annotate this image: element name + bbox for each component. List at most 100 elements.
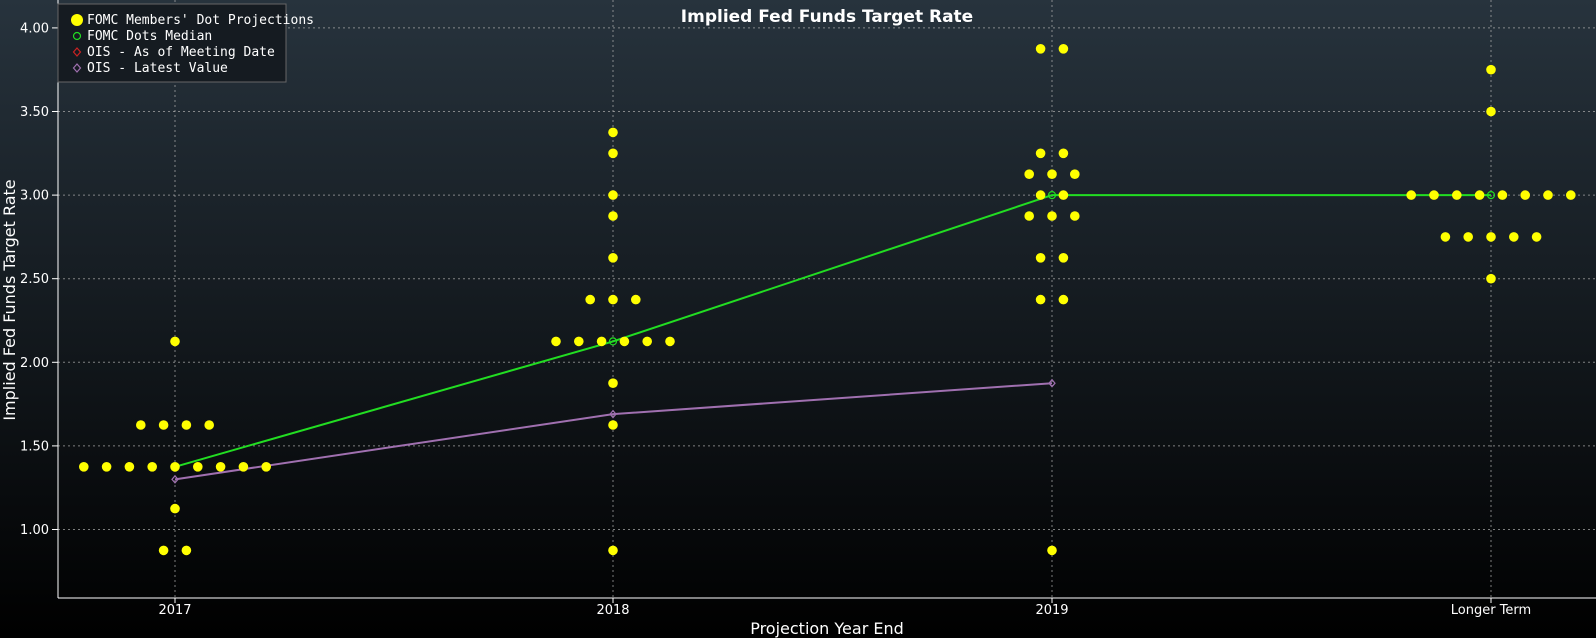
axes: 1.00 1.50 2.00 2.50 3.00 3.50 4.00 2017 2018 2019… bbox=[20, 0, 1596, 618]
dot-projection bbox=[181, 545, 192, 556]
dot-projection bbox=[1035, 294, 1046, 305]
y-tick-label: 2.00 bbox=[20, 356, 49, 371]
chart-title: Implied Fed Funds Target Rate bbox=[681, 7, 973, 27]
dot-projection bbox=[1070, 169, 1080, 179]
dot-projection bbox=[79, 462, 89, 472]
dot-projection bbox=[1463, 232, 1473, 242]
dot-projection bbox=[608, 148, 618, 159]
dot-projection bbox=[1047, 169, 1057, 179]
dot-projection bbox=[1429, 190, 1439, 200]
dot-projection bbox=[631, 294, 641, 305]
dot-projection bbox=[1058, 44, 1069, 54]
y-tick-label: 3.00 bbox=[20, 189, 49, 204]
dot-projection bbox=[1058, 190, 1069, 200]
dot-projection bbox=[1474, 190, 1485, 200]
dot-projection bbox=[1520, 190, 1530, 200]
dot-projection bbox=[574, 336, 584, 347]
dot-projection bbox=[181, 420, 192, 430]
dot-projection bbox=[101, 462, 112, 472]
dot-projection bbox=[551, 336, 561, 347]
dot-projection bbox=[1058, 148, 1069, 159]
dot-projection bbox=[1035, 44, 1046, 54]
dot-projection bbox=[1024, 169, 1034, 179]
dot-projection bbox=[642, 336, 652, 347]
dot-projection bbox=[1452, 190, 1462, 200]
dot-projection bbox=[170, 462, 180, 472]
dot-projection bbox=[665, 336, 675, 347]
legend-marker-dots bbox=[71, 14, 83, 26]
dot-projection bbox=[1543, 190, 1553, 200]
dot-projection bbox=[596, 336, 607, 347]
dot-projection bbox=[136, 420, 146, 430]
legend-label-ois-latest: OIS - Latest Value bbox=[87, 61, 228, 76]
dot-projection bbox=[158, 420, 169, 430]
dot-projection bbox=[1047, 211, 1057, 221]
x-tick-label: 2018 bbox=[596, 603, 629, 618]
x-tick-label: 2019 bbox=[1035, 603, 1068, 618]
legend-marker-median bbox=[72, 31, 82, 41]
y-tick-label: 3.50 bbox=[20, 105, 49, 120]
dot-projection bbox=[1035, 190, 1046, 200]
x-axis-title: Projection Year End bbox=[750, 619, 904, 638]
legend: FOMC Members' Dot Projections FOMC Dots … bbox=[57, 3, 314, 83]
dot-projection bbox=[1058, 294, 1069, 305]
dot-projection bbox=[608, 252, 618, 263]
dot-projection bbox=[170, 336, 180, 347]
ois-latest-line-point bbox=[1048, 378, 1056, 388]
dot-projection bbox=[608, 378, 618, 389]
dot-projection bbox=[1070, 211, 1080, 221]
dot-projection bbox=[1058, 252, 1069, 263]
dot-projection bbox=[238, 462, 249, 472]
median-line-point bbox=[1047, 191, 1057, 200]
dot-projection bbox=[619, 336, 630, 347]
dot-projection bbox=[1486, 232, 1496, 242]
dot-projection bbox=[204, 420, 214, 430]
dot-projection bbox=[1486, 273, 1496, 284]
dot-projection bbox=[1035, 252, 1046, 263]
median-line-point bbox=[1486, 191, 1496, 200]
legend-label-dots: FOMC Members' Dot Projections bbox=[87, 13, 314, 28]
dot-projection bbox=[1509, 232, 1519, 242]
dot-projection bbox=[215, 462, 226, 472]
legend-box bbox=[57, 3, 287, 83]
dot-projection bbox=[608, 294, 618, 305]
x-tick-label: 2017 bbox=[158, 603, 191, 618]
dot-projection bbox=[585, 294, 595, 305]
dot-projection bbox=[158, 545, 169, 556]
legend-marker-ois-latest bbox=[72, 63, 82, 73]
dot-projection bbox=[608, 190, 618, 200]
ois-latest-line-point bbox=[171, 474, 179, 484]
dot-projection bbox=[608, 420, 618, 430]
dot-projection bbox=[1497, 190, 1508, 200]
dot-projection bbox=[261, 462, 272, 472]
y-tick-label: 1.00 bbox=[20, 523, 49, 538]
dot-projection bbox=[1531, 232, 1542, 242]
ois-latest-line-point bbox=[609, 409, 617, 419]
legend-label-median: FOMC Dots Median bbox=[87, 29, 212, 44]
x-tick-label: Longer Term bbox=[1451, 603, 1531, 618]
dot-projection bbox=[147, 462, 157, 472]
median-line-point bbox=[608, 337, 618, 346]
dot-projection bbox=[170, 503, 180, 514]
dot-projection bbox=[1024, 211, 1034, 221]
dot-projection bbox=[1035, 148, 1046, 159]
dot-projections bbox=[79, 44, 1576, 556]
legend-marker-ois-meeting bbox=[72, 47, 82, 57]
y-tick-label: 4.00 bbox=[20, 21, 49, 36]
dot-projection bbox=[193, 462, 203, 472]
y-axis-title: Implied Fed Funds Target Rate bbox=[0, 179, 19, 420]
dot-projection bbox=[1406, 190, 1416, 200]
dot-projection bbox=[1486, 106, 1496, 117]
dot-projection bbox=[608, 545, 618, 556]
dot-projection bbox=[608, 127, 618, 138]
dot-projection bbox=[1440, 232, 1451, 242]
dot-projection bbox=[608, 211, 618, 221]
y-tick-label: 2.50 bbox=[20, 272, 49, 287]
dot-projection bbox=[124, 462, 135, 472]
dot-projection bbox=[1486, 64, 1496, 75]
median-line bbox=[174, 194, 1491, 468]
dot-projection bbox=[1047, 545, 1057, 556]
